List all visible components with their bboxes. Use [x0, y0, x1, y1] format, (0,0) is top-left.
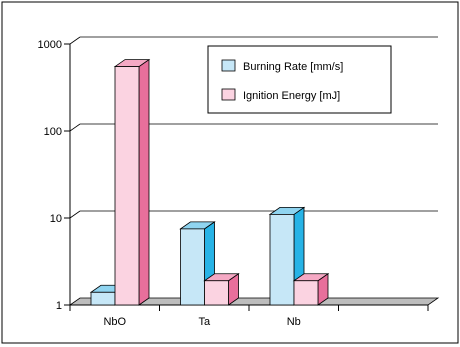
y-tick-label: 100: [44, 126, 62, 138]
bar-front: [270, 214, 294, 305]
bar-front: [294, 281, 318, 305]
legend-swatch-burning-rate: [222, 60, 235, 71]
x-tick-label: Nb: [287, 316, 301, 328]
bar: [205, 274, 239, 305]
bar-front: [115, 67, 139, 305]
legend-box: [208, 46, 391, 113]
legend-label-burning-rate: Burning Rate [mm/s]: [243, 61, 343, 73]
y-tick-label: 1000: [38, 39, 62, 51]
bar-side: [139, 60, 149, 305]
bar-front: [181, 229, 205, 305]
x-tick-label: NbO: [103, 316, 126, 328]
x-tick-label: Ta: [198, 316, 211, 328]
bar-front: [91, 292, 115, 305]
y-tick-label: 1: [56, 300, 62, 312]
legend-swatch-ignition-energy: [222, 89, 235, 100]
legend-label-ignition-energy: Ignition Energy [mJ]: [243, 90, 340, 102]
bar-front: [205, 281, 229, 305]
legend: Burning Rate [mm/s] Ignition Energy [mJ]: [208, 46, 391, 113]
bar: [294, 274, 328, 305]
bar: [115, 60, 149, 305]
y-tick-label: 10: [50, 213, 62, 225]
